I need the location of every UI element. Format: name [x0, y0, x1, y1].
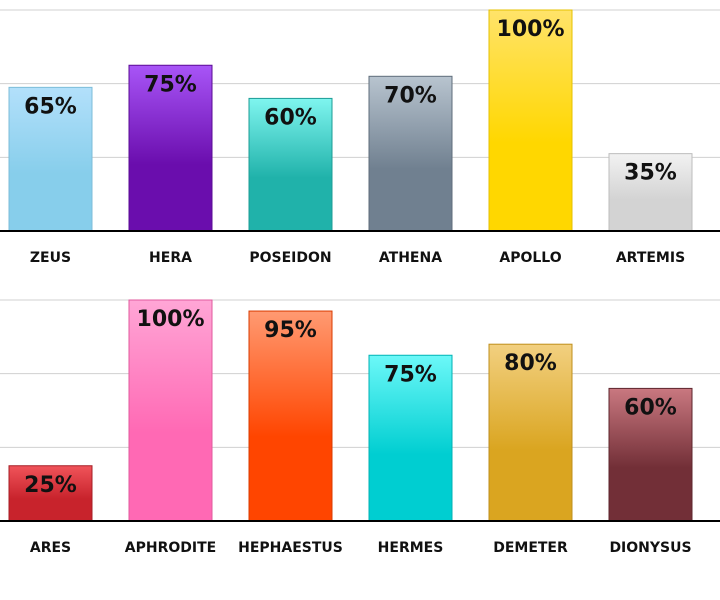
bar-athena	[368, 75, 453, 232]
category-label-hermes: HERMES	[378, 540, 444, 556]
value-label-dionysus: 60%	[624, 395, 677, 420]
chart-panel-top: 65% ZEUS 75% HERA 60% POSEIDON 70% ATHENA 100% AP…	[0, 9, 720, 266]
category-label-poseidon: POSEIDON	[249, 250, 331, 266]
value-label-poseidon: 60%	[264, 105, 317, 130]
bar-dionysus	[608, 387, 693, 522]
category-label-apollo: APOLLO	[499, 250, 561, 266]
value-label-ares: 25%	[24, 473, 77, 498]
bar-hera	[128, 64, 213, 232]
bar-apollo	[488, 9, 573, 232]
bar-hephaestus	[248, 310, 333, 522]
category-label-hera: HERA	[149, 250, 192, 266]
category-label-zeus: ZEUS	[30, 250, 71, 266]
bar-hermes	[368, 354, 453, 522]
bar-aphrodite	[128, 299, 213, 522]
chart-panel-bottom: 25% ARES 100% APHRODITE 95% HEPHAESTUS 75% HERM…	[0, 299, 720, 556]
value-label-hermes: 75%	[384, 362, 437, 387]
value-label-aphrodite: 100%	[137, 307, 205, 332]
value-label-athena: 70%	[384, 83, 437, 108]
category-label-dionysus: DIONYSUS	[609, 540, 691, 556]
value-label-hera: 75%	[144, 72, 197, 97]
bar-poseidon	[248, 97, 333, 232]
value-label-hephaestus: 95%	[264, 318, 317, 343]
category-label-ares: ARES	[30, 540, 71, 556]
bar-demeter	[488, 343, 573, 522]
value-label-artemis: 35%	[624, 161, 677, 186]
category-label-hephaestus: HEPHAESTUS	[238, 540, 343, 556]
category-label-demeter: DEMETER	[493, 540, 568, 556]
category-label-artemis: ARTEMIS	[616, 250, 685, 266]
value-label-zeus: 65%	[24, 94, 77, 119]
value-label-apollo: 100%	[497, 17, 565, 42]
category-label-athena: ATHENA	[379, 250, 442, 266]
value-label-demeter: 80%	[504, 351, 557, 376]
category-label-aphrodite: APHRODITE	[125, 540, 216, 556]
bar-zeus	[8, 86, 93, 232]
bar-ares	[8, 465, 93, 522]
